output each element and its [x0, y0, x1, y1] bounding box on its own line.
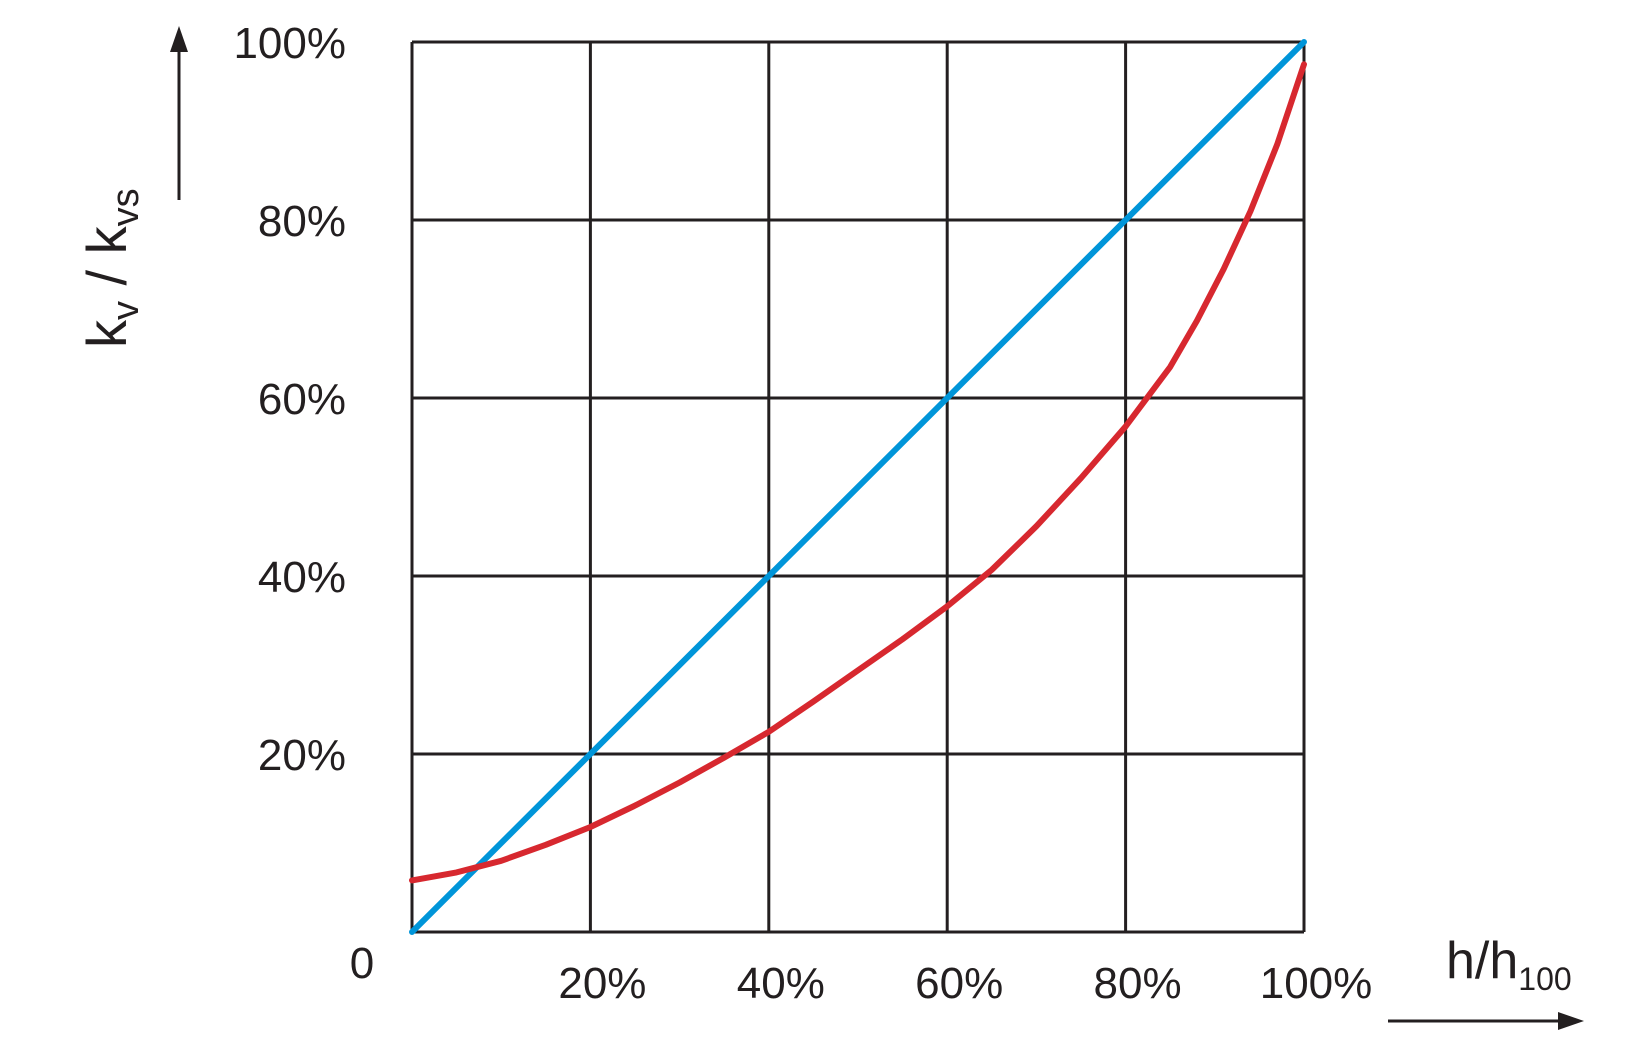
- series-lines: [409, 39, 1307, 935]
- x-tick-label: 80%: [1094, 959, 1182, 1008]
- x-tick-label: 40%: [737, 959, 825, 1008]
- x-tick-label: 100%: [1260, 959, 1373, 1008]
- y-tick-label: 100%: [233, 19, 346, 68]
- x-tick-label: 20%: [558, 959, 646, 1008]
- y-tick-label: 80%: [258, 197, 346, 246]
- series-line-1: [409, 39, 1307, 935]
- x-axis-arrowhead: [1558, 1012, 1584, 1030]
- tick-labels: 20% 40% 60% 80% 100% 20% 40% 60% 80% 100%: [233, 19, 1372, 1008]
- y-axis-arrowhead: [170, 26, 188, 52]
- y-axis-label: kv / kvs: [75, 188, 147, 348]
- y-tick-label: 60%: [258, 375, 346, 424]
- y-axis-label-group: kv / kvs: [75, 26, 188, 348]
- y-tick-label: 20%: [258, 731, 346, 780]
- grid: [410, 40, 1306, 934]
- x-tick-label: 60%: [915, 959, 1003, 1008]
- series-line-2: [409, 61, 1307, 884]
- x-axis-label: h/h100: [1446, 932, 1572, 997]
- y-tick-label: 40%: [258, 553, 346, 602]
- origin-label: 0: [350, 939, 374, 988]
- x-axis-label-group: h/h100: [1388, 932, 1584, 1030]
